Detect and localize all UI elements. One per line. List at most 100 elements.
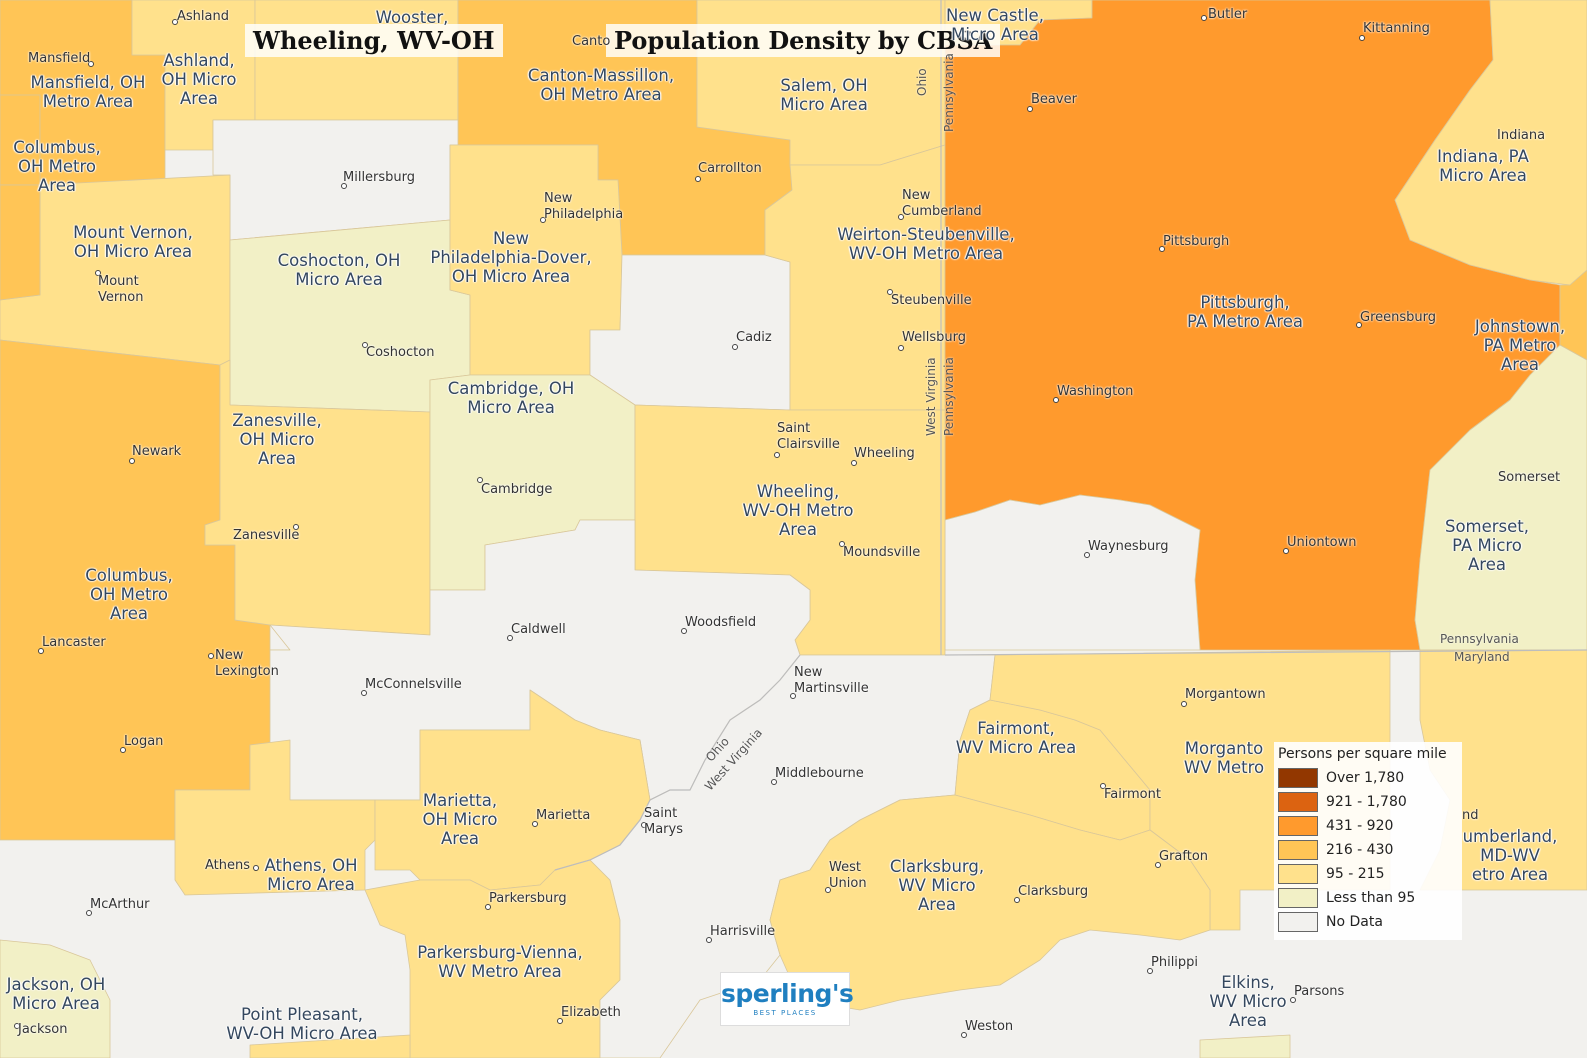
city-label-fairmont: Fairmont xyxy=(1104,787,1161,802)
city-label-waynesburg: Waynesburg xyxy=(1088,539,1169,554)
legend-title: Persons per square mile xyxy=(1278,746,1447,762)
city-label-coshocton: Coshocton xyxy=(366,345,435,360)
area-label-pittsburgh: Pittsburgh, PA Metro Area xyxy=(1186,293,1304,331)
city-label-uniontown: Uniontown xyxy=(1287,535,1357,550)
city-label-west-union: West Union xyxy=(829,860,867,891)
city-label-lancaster: Lancaster xyxy=(42,635,106,650)
state-label-maryland: Maryland xyxy=(1454,650,1510,664)
city-label-philippi: Philippi xyxy=(1151,955,1199,970)
region-weirton xyxy=(764,144,946,411)
city-dot xyxy=(839,541,845,547)
city-dot xyxy=(1356,322,1362,328)
state-label-ohio-top: Ohio xyxy=(915,68,929,96)
legend-item: 216 - 430 xyxy=(1278,838,1458,862)
city-dot xyxy=(1155,862,1161,868)
state-label-pennsylvania-top: Pennsylvania xyxy=(942,53,956,132)
legend-items: Over 1,780 921 - 1,780 431 - 920 216 - 4… xyxy=(1278,766,1458,934)
city-dot xyxy=(825,887,831,893)
ohio-river xyxy=(554,654,801,871)
area-label-coshocton: Coshocton, OH Micro Area xyxy=(277,251,401,289)
city-label-moundsville: Moundsville xyxy=(843,545,921,560)
city-label-somerset: Somerset xyxy=(1498,470,1561,485)
sperlings-logo[interactable]: sperling's BEST PLACES xyxy=(720,972,854,1026)
region-johnstown xyxy=(1559,269,1587,361)
city-dot xyxy=(1201,15,1207,21)
city-label-zanesville: Zanesville xyxy=(233,528,300,543)
legend-label: 921 - 1,780 xyxy=(1326,794,1407,810)
city-dot xyxy=(341,183,347,189)
region-greene xyxy=(944,494,1201,651)
area-label-morgantown: Morganto WV Metro xyxy=(1183,739,1265,777)
area-label-ashland: Ashland, OH Micro Area xyxy=(161,51,237,108)
area-label-johnstown: Johnstown, PA Metro Area xyxy=(1474,317,1566,374)
area-label-indiana: Indiana, PA Micro Area xyxy=(1437,147,1529,185)
area-label-parkersburg: Parkersburg-Vienna, WV Metro Area xyxy=(417,943,583,981)
city-label-ashland: Ashland xyxy=(177,9,229,24)
city-dot xyxy=(898,214,904,220)
city-label-washington: Washington xyxy=(1057,384,1134,399)
city-dot xyxy=(695,176,701,182)
logo-wordmark: sperling's xyxy=(721,979,854,1008)
state-boundary-pa-wv xyxy=(944,649,1587,656)
legend-label: 95 - 215 xyxy=(1326,866,1385,882)
city-dot xyxy=(507,635,513,641)
city-dot xyxy=(88,61,94,67)
legend-swatch xyxy=(1278,816,1318,836)
state-label-pennsylvania-se: Pennsylvania xyxy=(1440,632,1519,646)
state-label-west-virginia: West Virginia xyxy=(924,357,938,436)
city-dot xyxy=(732,344,738,350)
city-label-steubenville: Steubenville xyxy=(891,293,972,308)
city-label-newark: Newark xyxy=(132,444,182,459)
legend-label: 431 - 920 xyxy=(1326,818,1394,834)
city-dot xyxy=(95,270,101,276)
city-dot xyxy=(1084,552,1090,558)
city-dot xyxy=(851,460,857,466)
city-label-logan: Logan xyxy=(124,734,164,749)
area-label-weirton: Weirton-Steubenville, WV-OH Metro Area xyxy=(837,225,1015,263)
city-label-caldwell: Caldwell xyxy=(511,622,566,637)
region-columbus-nw xyxy=(0,184,41,301)
city-label-new-lexington: New Lexington xyxy=(215,648,279,679)
area-label-cumberland: umberland, MD-WV etro Area xyxy=(1462,827,1558,884)
city-dot xyxy=(1283,548,1289,554)
city-dot xyxy=(1147,968,1153,974)
city-dot xyxy=(1159,246,1165,252)
city-dot xyxy=(362,342,368,348)
city-dot xyxy=(706,937,712,943)
legend-item: Over 1,780 xyxy=(1278,766,1458,790)
region-clarksburg xyxy=(769,794,1211,1011)
city-dot xyxy=(1290,997,1296,1003)
legend-swatch xyxy=(1278,792,1318,812)
legend-label: Over 1,780 xyxy=(1326,770,1405,786)
city-label-mcarthur: McArthur xyxy=(90,897,150,912)
legend-item: No Data xyxy=(1278,910,1458,934)
city-dot xyxy=(961,1032,967,1038)
city-label-kittanning: Kittanning xyxy=(1363,21,1430,36)
city-dot xyxy=(887,289,893,295)
legend-swatch xyxy=(1278,864,1318,884)
region-elkins xyxy=(1199,1034,1291,1058)
city-dot xyxy=(120,747,126,753)
city-dot xyxy=(1181,701,1187,707)
city-dot xyxy=(1014,897,1020,903)
logo-tagline: BEST PLACES xyxy=(753,1009,817,1017)
state-label-pennsylvania-mid: Pennsylvania xyxy=(942,357,956,436)
city-dot xyxy=(208,653,214,659)
city-label-athens: Athens xyxy=(205,858,251,873)
city-dot xyxy=(641,822,647,828)
city-label-nd: nd xyxy=(1462,808,1479,823)
legend-label: No Data xyxy=(1326,914,1383,930)
area-label-canton: Canton-Massillon, OH Metro Area xyxy=(527,66,675,104)
city-dot xyxy=(898,345,904,351)
area-label-fairmont: Fairmont, WV Micro Area xyxy=(955,719,1077,757)
city-dot xyxy=(253,865,259,871)
city-label-woodsfield: Woodsfield xyxy=(685,615,757,630)
city-label-saint-clairsville: Saint Clairsville xyxy=(777,421,840,452)
city-dot xyxy=(129,458,135,464)
city-label-new-martinsville: New Martinsville xyxy=(794,665,869,696)
area-label-columbus-south: Columbus, OH Metro Area xyxy=(85,566,173,623)
city-label-mount-vernon: Mount Vernon xyxy=(98,274,144,305)
map-legend: Persons per square mile Over 1,780 921 -… xyxy=(1274,742,1462,940)
city-dot xyxy=(293,524,299,530)
city-label-millersburg: Millersburg xyxy=(343,170,416,185)
